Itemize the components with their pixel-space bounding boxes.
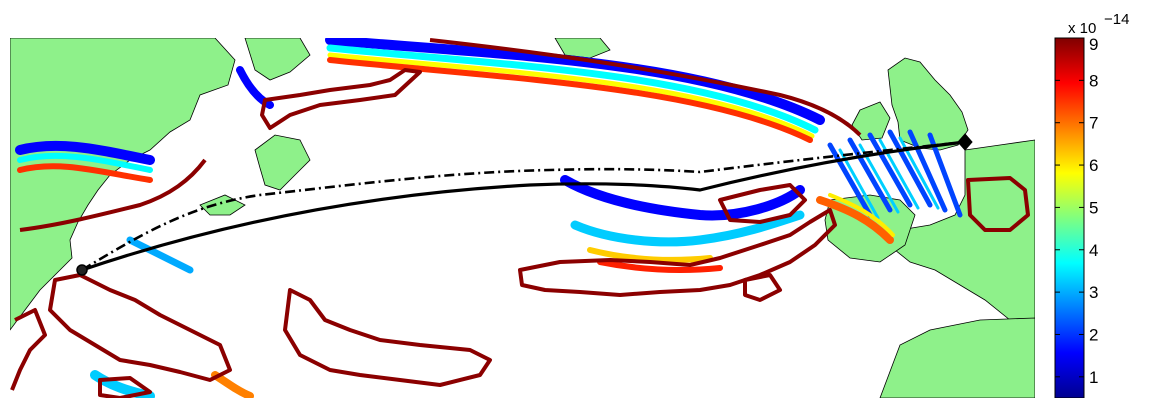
- colorbar-tick-label: 7: [1089, 114, 1098, 133]
- colorbar-ticks: 1 2 3 4 5 6 7 8 9: [1055, 35, 1098, 387]
- band: [327, 57, 813, 143]
- contour: [260, 68, 422, 130]
- routes: [76, 133, 973, 276]
- band: [828, 193, 895, 237]
- band: [597, 259, 723, 273]
- colorbar-tick-label: 5: [1089, 198, 1098, 217]
- colorbar-tick-label: 4: [1089, 241, 1098, 260]
- colorbar-tick-label: 2: [1089, 325, 1098, 344]
- contour: [518, 208, 837, 297]
- colorbar-exponent-base: x 10: [1068, 20, 1096, 37]
- contour: [10, 308, 47, 391]
- contour: [98, 376, 152, 398]
- land-africa: [879, 317, 1035, 398]
- colorbar-tick-label: 9: [1089, 35, 1098, 54]
- land-iceland: [554, 38, 611, 59]
- land-newfoundland: [254, 134, 311, 191]
- band: [326, 44, 819, 134]
- route-solid: [81, 140, 966, 272]
- colorbar-gradient: [1054, 37, 1085, 398]
- band: [827, 129, 963, 218]
- band: [560, 175, 805, 221]
- contour: [743, 273, 782, 302]
- band: [236, 66, 274, 109]
- band: [327, 52, 815, 139]
- contour: [966, 176, 1030, 232]
- route-dashdot: [81, 140, 966, 272]
- colorbar: x 10 −14 1 2 3 4 5 6 7 8 9: [1054, 11, 1129, 398]
- map-area: [10, 38, 1035, 398]
- land-arctic-island: [244, 38, 311, 81]
- band: [570, 210, 805, 247]
- contour: [48, 273, 232, 382]
- land-masses: [10, 38, 1035, 398]
- contour: [19, 158, 207, 232]
- land-ireland: [851, 101, 891, 141]
- band: [126, 236, 194, 274]
- colorbar-tick-label: 3: [1089, 283, 1098, 302]
- contour: [429, 38, 862, 137]
- land-europe: [894, 139, 1035, 331]
- contour: [283, 288, 492, 387]
- colorbar-exponent-power: −14: [1104, 11, 1129, 28]
- route-end-marker: [957, 133, 973, 151]
- band: [816, 196, 894, 244]
- contour: [718, 183, 807, 224]
- high-value-contours: [10, 38, 1030, 398]
- band: [838, 136, 940, 220]
- land-north-america: [10, 38, 236, 331]
- route-start-marker: [76, 264, 88, 276]
- colorbar-tick-label: 6: [1089, 156, 1098, 175]
- band: [587, 247, 713, 263]
- band: [17, 163, 153, 183]
- colorbar-tick-label: 1: [1089, 368, 1098, 387]
- band: [17, 152, 153, 173]
- band: [15, 140, 155, 165]
- colorbar-tick-label: 8: [1089, 71, 1098, 90]
